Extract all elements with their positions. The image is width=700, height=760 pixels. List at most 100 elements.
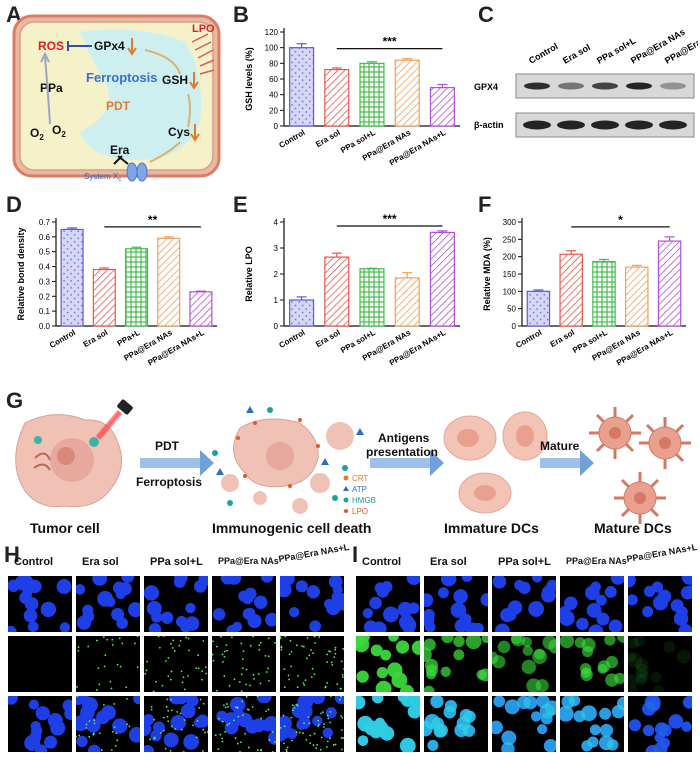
- dapi-nucleus: [608, 619, 623, 632]
- micrograph-tile: [628, 576, 692, 632]
- bar: [657, 240, 682, 327]
- green-signal: [312, 744, 315, 746]
- green-signal: [179, 639, 182, 642]
- green-nucleus: [492, 655, 506, 669]
- micrograph-tile: [424, 696, 488, 752]
- green-nucleus: [453, 649, 465, 661]
- micrograph-column-label: PPa sol+L: [150, 556, 203, 568]
- green-signal: [85, 727, 88, 729]
- green-signal: [257, 673, 260, 675]
- green-nucleus: [682, 696, 692, 709]
- green-signal: [288, 653, 291, 656]
- green-signal: [326, 653, 329, 656]
- green-signal: [342, 737, 344, 740]
- dapi-nucleus: [86, 718, 101, 733]
- green-signal: [121, 642, 124, 645]
- dapi-nucleus: [604, 586, 617, 598]
- green-signal: [282, 714, 285, 717]
- x-tick-label: Control: [514, 328, 543, 350]
- dapi-nucleus: [247, 613, 262, 629]
- y-tick-label: 0: [512, 322, 517, 331]
- dapi-nucleus: [372, 621, 387, 632]
- green-signal: [109, 680, 112, 683]
- blot-band-actin: [625, 120, 653, 130]
- green-signal: [220, 636, 222, 638]
- dapi-nucleus: [44, 735, 58, 749]
- green-signal: [341, 716, 344, 719]
- green-signal: [170, 698, 172, 701]
- green-signal: [342, 647, 344, 650]
- dapi-nucleus: [263, 715, 276, 732]
- y-tick-label: 0.0: [39, 322, 51, 331]
- dapi-nucleus: [332, 584, 343, 595]
- green-signal: [114, 745, 117, 747]
- dapi-nucleus: [440, 576, 457, 587]
- green-signal: [113, 703, 116, 705]
- cys-label: Cys: [168, 125, 190, 139]
- panel-f-letter: F: [478, 192, 492, 217]
- dapi-nucleus: [383, 606, 399, 623]
- green-signal: [224, 706, 227, 709]
- green-signal: [302, 682, 305, 684]
- green-signal: [118, 637, 121, 640]
- green-signal: [301, 645, 304, 647]
- green-signal: [295, 731, 298, 734]
- green-signal: [341, 676, 344, 678]
- dapi-nucleus: [644, 696, 661, 710]
- green-nucleus: [654, 732, 665, 743]
- green-signal: [93, 722, 96, 725]
- green-signal: [76, 696, 79, 698]
- bar: [429, 87, 455, 127]
- significance-label: **: [148, 213, 158, 227]
- micrograph-tile: [280, 576, 344, 632]
- lpo-label: LPO: [192, 23, 215, 35]
- green-signal: [103, 665, 106, 668]
- y-tick-label: 60: [269, 75, 278, 84]
- dapi-nucleus: [652, 595, 669, 611]
- dapi-nucleus: [654, 722, 669, 736]
- dapi-nucleus: [62, 699, 72, 712]
- bar: [394, 277, 420, 327]
- green-signal: [306, 636, 309, 639]
- green-signal: [106, 638, 109, 641]
- green-signal: [212, 640, 214, 643]
- green-signal: [180, 728, 183, 731]
- dapi-nucleus: [560, 605, 571, 617]
- y-tick-label: 0.5: [39, 248, 51, 257]
- y-tick-label: 300: [503, 218, 517, 227]
- svg-text:O2: O2: [30, 126, 44, 142]
- panel-e-letter: E: [233, 192, 248, 217]
- green-signal: [165, 705, 168, 708]
- dapi-nucleus: [406, 576, 420, 586]
- y-tick-label: 100: [265, 44, 279, 53]
- y-tick-label: 120: [265, 28, 279, 37]
- green-signal: [240, 642, 243, 645]
- green-signal: [167, 720, 170, 723]
- o2-left-label: O: [30, 126, 39, 140]
- micrograph-tile: [280, 636, 344, 692]
- green-signal: [286, 746, 289, 749]
- green-signal: [181, 681, 184, 684]
- dapi-nucleus: [180, 703, 196, 719]
- dapi-nucleus: [144, 713, 155, 726]
- green-signal: [202, 702, 205, 705]
- green-nucleus: [481, 636, 488, 644]
- green-signal: [287, 674, 290, 677]
- green-signal: [219, 733, 222, 736]
- green-signal: [215, 645, 218, 648]
- green-signal: [241, 658, 244, 660]
- green-nucleus: [536, 696, 550, 708]
- green-signal: [305, 657, 308, 660]
- green-signal: [78, 734, 81, 737]
- green-nucleus: [504, 699, 520, 715]
- green-signal: [150, 708, 153, 711]
- dapi-nucleus: [518, 581, 531, 595]
- green-signal: [273, 741, 276, 743]
- green-signal: [217, 748, 220, 751]
- green-signal: [251, 706, 254, 708]
- dapi-nucleus: [253, 595, 268, 609]
- green-nucleus: [522, 645, 533, 656]
- dapi-nucleus: [97, 590, 114, 607]
- system-xc-label: System X: [84, 172, 119, 181]
- green-nucleus: [424, 647, 432, 662]
